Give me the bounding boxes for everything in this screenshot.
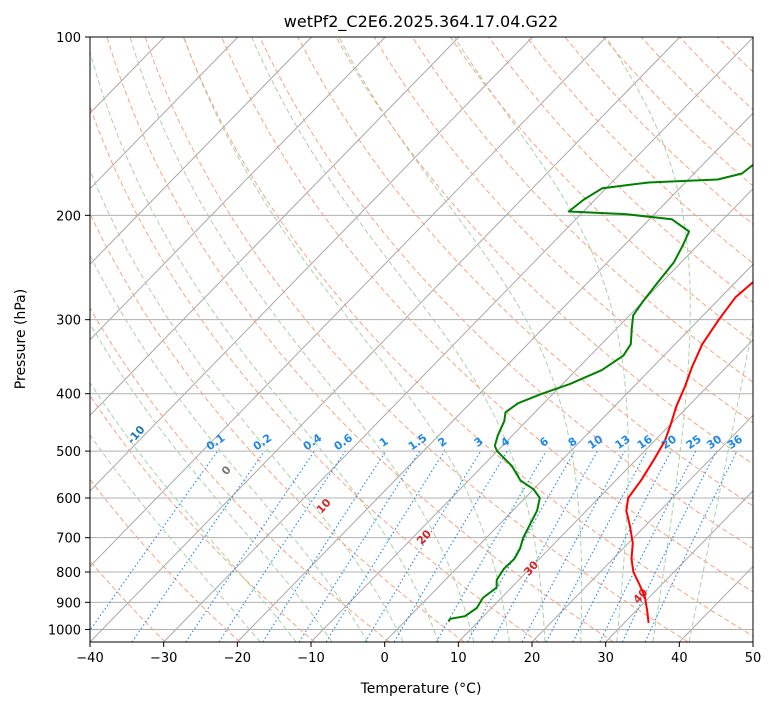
dry-adiabat-line	[90, 394, 316, 642]
y-tick-label: 100	[56, 31, 81, 46]
dry-adiabat-line	[90, 212, 465, 642]
chart-title: wetPf2_C2E6.2025.364.17.04.G22	[284, 12, 558, 32]
moist-adiabat-line	[129, 37, 475, 642]
moist-adiabat-line	[90, 169, 404, 642]
moist-adiabat-line	[90, 322, 333, 642]
isotherm-line	[90, 37, 239, 190]
dry-adiabat-line	[144, 37, 689, 642]
y-tick-label: 700	[56, 532, 81, 547]
x-tick-label: −20	[224, 651, 251, 666]
dry-adiabat-line	[90, 306, 390, 642]
mixing-ratio-line	[262, 450, 387, 642]
plot-frame	[89, 36, 754, 643]
moist-adiabat-line	[90, 381, 297, 642]
mixing-ratio-line	[491, 450, 598, 642]
y-tick-label: 400	[56, 388, 81, 403]
dry-adiabat-line	[182, 37, 753, 637]
mixing-ratio-line	[218, 450, 346, 642]
mixing-ratio-line	[325, 450, 445, 642]
dry-adiabat-line	[488, 37, 753, 304]
moist-adiabat-line	[453, 37, 629, 642]
moist-adiabat-line	[605, 37, 691, 642]
isotherm-line	[310, 187, 753, 642]
moist-adiabat-line	[251, 37, 546, 642]
isotherm-line	[90, 37, 533, 492]
mixing-ratio-line	[185, 450, 315, 642]
y-axis-label: Pressure (hPa)	[13, 289, 29, 389]
isotherm-line	[90, 37, 312, 265]
isotherm-line	[605, 490, 753, 642]
x-tick-label: −40	[76, 651, 103, 666]
x-axis: −40 −30 −20 −10 0 10 20 30 40 50	[76, 642, 761, 666]
y-tick-label: 300	[56, 314, 81, 329]
mixing-ratio-line	[90, 450, 219, 632]
isotherm-line	[163, 37, 753, 642]
isotherm-line	[90, 37, 681, 642]
moist-adiabat-line	[90, 434, 261, 642]
x-tick-label: 50	[745, 651, 762, 666]
y-tick-label: 800	[56, 566, 81, 581]
x-tick-label: −30	[150, 651, 177, 666]
dewpoint-line	[447, 163, 753, 623]
x-tick-label: −10	[297, 651, 324, 666]
x-axis-label: Temperature (°C)	[360, 681, 482, 697]
y-tick-label: 1000	[48, 623, 81, 638]
x-tick-label: 40	[671, 651, 688, 666]
mixing-ratio-lines	[90, 450, 738, 642]
x-tick-label: 30	[597, 651, 614, 666]
moist-adiabat-line	[90, 49, 439, 642]
mixing-ratio-line	[467, 450, 576, 642]
x-tick-label: 20	[524, 651, 541, 666]
dry-adiabat-line	[259, 37, 753, 550]
moist-adiabat-line	[90, 254, 369, 642]
dry-adiabat-line	[297, 37, 753, 507]
isobar-grid	[90, 37, 753, 630]
dry-adiabat-line	[90, 105, 540, 642]
dry-adiabat-line	[90, 478, 241, 642]
mixing-ratio-line	[364, 450, 482, 642]
isotherm-line	[236, 112, 753, 642]
isotherm-line	[90, 37, 460, 417]
temperature-line	[625, 280, 753, 624]
mixing-ratio-line	[131, 450, 265, 642]
dry-adiabats	[90, 37, 753, 642]
isotherm-line	[90, 37, 607, 568]
x-tick-label: 0	[381, 651, 389, 666]
isotherm-line	[384, 263, 753, 642]
y-tick-label: 600	[56, 492, 81, 507]
isotherm-line	[457, 339, 753, 642]
moist-adiabats	[90, 37, 753, 642]
dry-adiabat-line	[90, 560, 166, 642]
y-tick-label: 200	[56, 209, 81, 224]
dry-adiabat-line	[335, 37, 753, 465]
mixing-ratio-line	[521, 450, 626, 642]
y-tick-label: 900	[56, 596, 81, 611]
mixing-ratio-line	[298, 450, 421, 642]
mixing-ratio-line	[621, 450, 717, 642]
series-lines	[447, 163, 753, 624]
moist-adiabat-line	[183, 37, 510, 642]
y-axis: 100 200 300 400 500 600 700 800 900 1000	[48, 31, 90, 638]
dry-adiabat-line	[411, 37, 753, 383]
mixing-ratio-line	[599, 450, 697, 642]
dry-adiabat-line	[106, 37, 614, 642]
y-tick-label: 500	[56, 445, 81, 460]
moist-adiabat-line	[688, 320, 753, 642]
dry-adiabat-line	[221, 37, 753, 593]
isotherm-line	[531, 414, 753, 642]
x-tick-label: 10	[450, 651, 467, 666]
